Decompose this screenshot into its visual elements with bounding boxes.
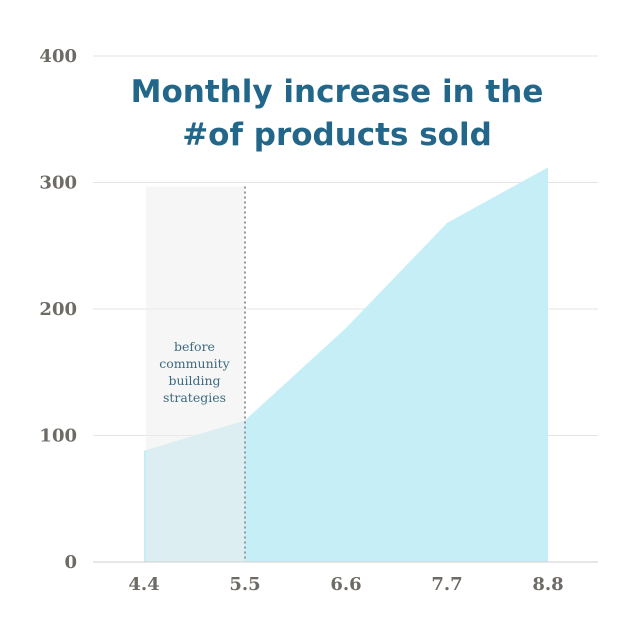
x-tick-label-7.7: 7.7 [431, 574, 462, 595]
y-tick-label-0: 0 [64, 552, 77, 573]
highlight-band [146, 186, 245, 562]
x-tick-label-6.6: 6.6 [330, 574, 361, 595]
y-tick-label-400: 400 [39, 46, 77, 67]
axes: 0 100 200 300 400 4.4 5.5 6.6 7.7 8.8 [39, 46, 598, 595]
annotation-line-1: before [174, 339, 215, 354]
x-tick-label-4.4: 4.4 [128, 574, 159, 595]
annotation-line-2: community [159, 356, 230, 371]
y-tick-label-100: 100 [39, 426, 77, 447]
chart-title-line-1: Monthly increase in the [131, 74, 544, 110]
y-tick-label-200: 200 [39, 299, 77, 320]
x-tick-label-8.8: 8.8 [532, 574, 563, 595]
annotation-line-3: building [168, 373, 220, 388]
chart-title-line-2: #of products sold [182, 117, 492, 153]
y-tick-label-300: 300 [39, 173, 77, 194]
highlight-region: before community building strategies [146, 186, 246, 562]
annotation-line-4: strategies [163, 390, 226, 405]
x-tick-label-5.5: 5.5 [229, 574, 260, 595]
